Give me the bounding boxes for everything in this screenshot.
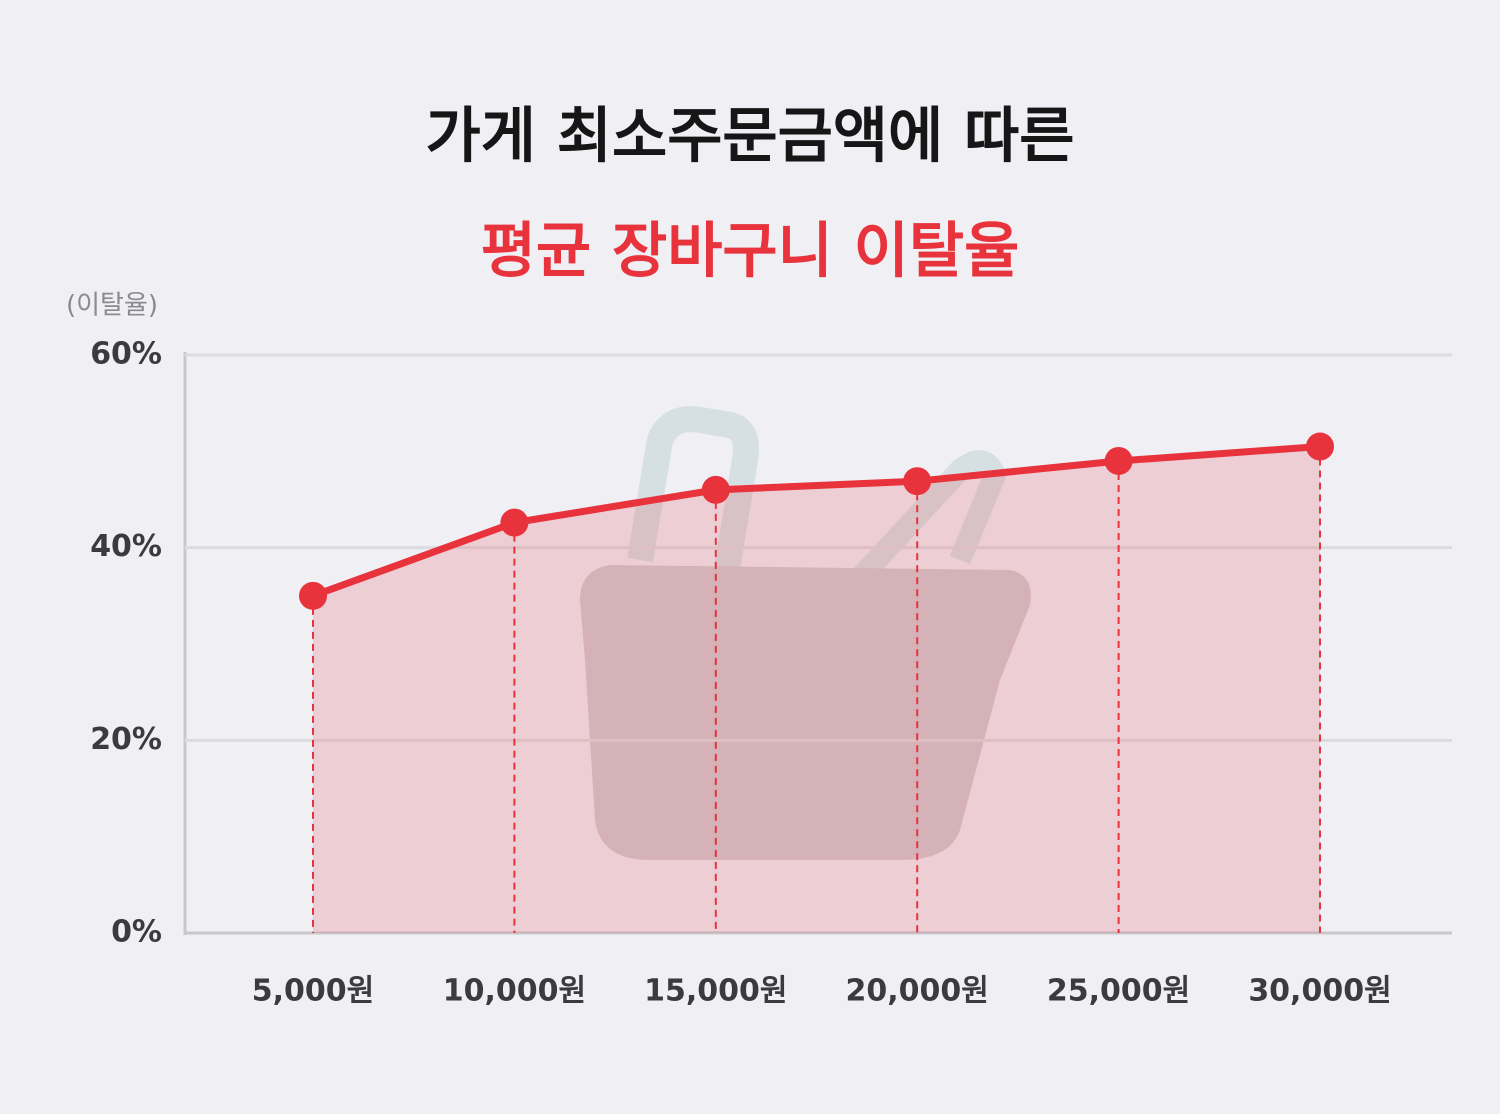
chart-subtitle: 평균 장바구니 이탈율: [481, 217, 1020, 287]
chart-title: 가게 최소주문금액에 따른: [426, 102, 1075, 172]
y-tick-label: 0%: [111, 915, 162, 950]
x-tick-label: 30,000원: [1248, 974, 1391, 1009]
x-tick-label: 25,000원: [1047, 974, 1190, 1009]
x-tick-label: 10,000원: [443, 974, 586, 1009]
x-tick-label: 20,000원: [846, 974, 989, 1009]
area: [313, 446, 1320, 933]
y-tick-label: 40%: [90, 529, 162, 564]
point: [701, 475, 730, 504]
x-tick-label: 5,000원: [252, 974, 375, 1009]
point: [903, 467, 932, 496]
point: [1104, 446, 1133, 475]
line: [311, 443, 1321, 600]
x-tick-label: 15,000원: [644, 974, 787, 1009]
y-axis-label: (이탈율): [66, 291, 158, 321]
point: [1306, 432, 1334, 461]
point: [500, 508, 529, 537]
y-tick-label: 20%: [90, 722, 162, 757]
y-tick-label: 60%: [90, 337, 162, 372]
point: [299, 581, 327, 610]
